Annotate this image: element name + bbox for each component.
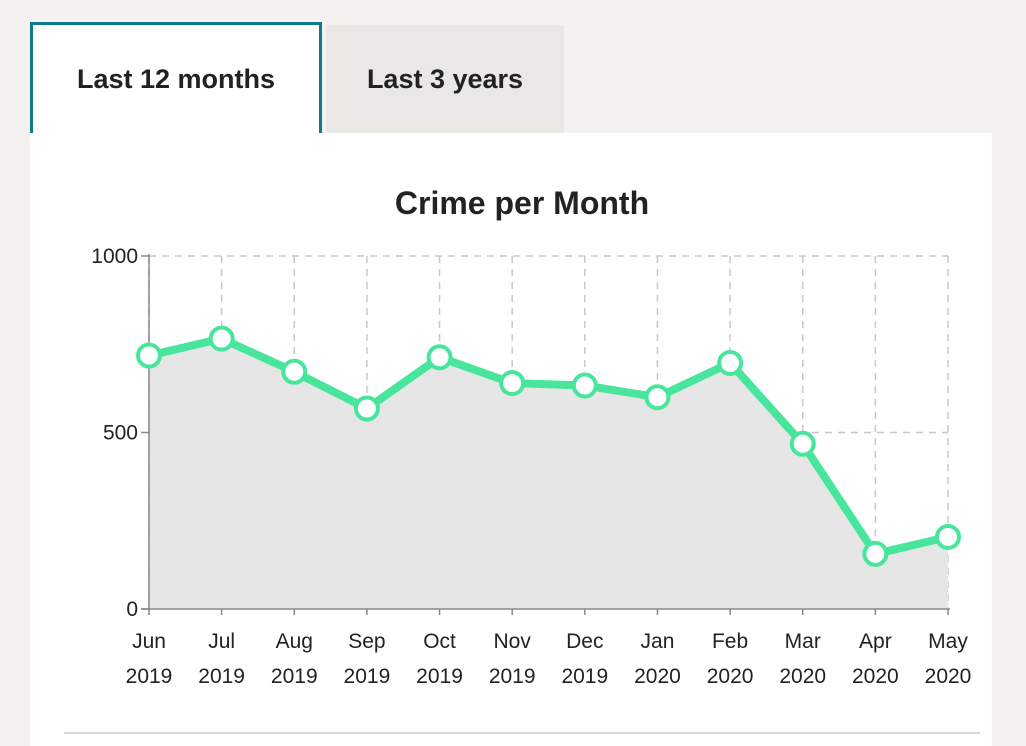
x-tick-label-month: Jun (132, 630, 166, 653)
data-point[interactable] (499, 370, 526, 397)
data-point[interactable] (208, 325, 235, 352)
data-point[interactable] (281, 358, 308, 385)
x-tick-label-month: Jul (208, 630, 235, 653)
x-tick-label-month: Oct (423, 630, 456, 653)
x-tick-label-year: 2020 (925, 665, 972, 688)
x-tick-label-year: 2019 (561, 665, 608, 688)
x-tick-label-year: 2020 (634, 665, 681, 688)
data-point[interactable] (426, 344, 453, 371)
data-point[interactable] (353, 395, 380, 422)
area-layer (149, 338, 948, 609)
data-point[interactable] (862, 540, 889, 567)
chart-panel: Crime per Month 0 500 1000 Jun 2019 Jul 2019 Au… (30, 133, 992, 746)
x-tick-label-month: Apr (859, 630, 892, 653)
y-tick-label: 500 (103, 422, 138, 445)
data-point[interactable] (935, 523, 961, 550)
divider (64, 732, 980, 734)
x-tick-label-year: 2019 (416, 665, 463, 688)
x-tick-label-year: 2019 (126, 665, 173, 688)
x-tick-label-year: 2020 (852, 665, 899, 688)
x-tick-label-month: Jan (641, 630, 675, 653)
data-point[interactable] (644, 384, 671, 411)
y-tick-label: 0 (126, 598, 138, 621)
series-line (145, 334, 952, 558)
axes (141, 254, 950, 615)
x-tick-label-year: 2019 (489, 665, 536, 688)
line-layer (145, 334, 952, 558)
x-tick-label-month: Sep (348, 630, 385, 653)
tab-last-3-years[interactable]: Last 3 years (326, 25, 564, 134)
x-tick-label-year: 2020 (707, 665, 754, 688)
point-layer (136, 325, 961, 567)
x-tick-label-year: 2019 (344, 665, 391, 688)
tab-last-12-months[interactable]: Last 12 months (30, 22, 322, 134)
x-tick-label-month: May (928, 630, 968, 653)
chart-title: Crime per Month (395, 185, 649, 221)
x-tick-label-month: Nov (494, 630, 532, 653)
x-tick-label-year: 2019 (198, 665, 245, 688)
data-point[interactable] (571, 372, 598, 399)
x-tick-label-month: Feb (712, 630, 748, 653)
x-tick-label-year: 2019 (271, 665, 318, 688)
data-point[interactable] (136, 342, 162, 369)
data-point[interactable] (717, 349, 744, 376)
x-tick-label-month: Dec (566, 630, 603, 653)
y-tick-label: 1000 (91, 245, 138, 268)
tick-labels: 0 500 1000 Jun 2019 Jul 2019 Aug 2019 Sep 2019 Oct 2… (91, 245, 971, 688)
data-point[interactable] (789, 430, 816, 457)
area-fill (149, 338, 948, 609)
x-tick-label-month: Aug (276, 630, 313, 653)
crime-per-month-chart: Crime per Month 0 500 1000 Jun 2019 Jul 2019 Au… (91, 185, 971, 688)
x-tick-label-month: Mar (785, 630, 821, 653)
x-tick-label-year: 2020 (779, 665, 826, 688)
